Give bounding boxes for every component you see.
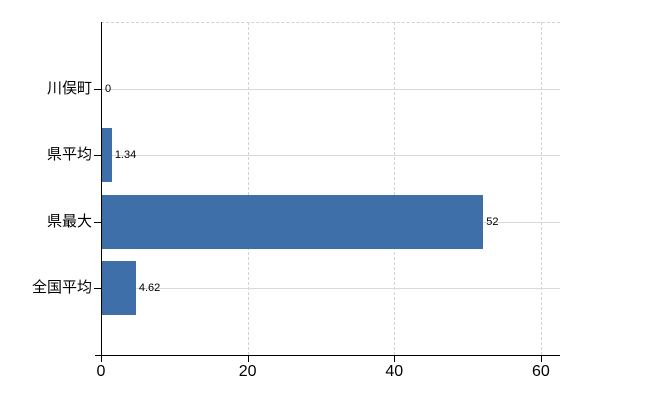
x-tick-label-0: 0: [96, 363, 106, 380]
vertical-gridline: [394, 22, 396, 355]
category-label-3: 全国平均: [31, 279, 92, 297]
value-label-0: 0: [105, 82, 112, 95]
x-tick-label-3: 60: [532, 363, 550, 380]
x-tick-label-2: 40: [385, 363, 404, 380]
y-axis-line: [101, 22, 102, 356]
category-label-0: 川俣町: [46, 79, 92, 97]
value-label-3: 4.62: [138, 282, 161, 295]
horizontal-gridline: [101, 288, 560, 290]
horizontal-gridline: [101, 155, 560, 157]
horizontal-gridline: [101, 88, 560, 90]
value-label-2: 52: [486, 215, 499, 228]
category-label-1: 県平均: [46, 146, 92, 164]
plot-top-border: [101, 22, 560, 23]
x-tick-label-1: 20: [238, 363, 257, 380]
y-axis-tick: [94, 288, 101, 290]
y-axis-tick: [94, 221, 101, 223]
x-axis-tick: [394, 356, 396, 362]
x-axis-line: [95, 355, 560, 356]
category-label-2: 県最大: [46, 212, 92, 230]
x-axis-tick: [101, 356, 102, 362]
value-label-1: 1.34: [114, 149, 137, 162]
x-axis-tick: [247, 356, 249, 362]
y-axis-tick: [94, 88, 101, 90]
vertical-gridline: [540, 22, 542, 355]
y-axis-tick: [94, 155, 101, 157]
bar-県最大: [102, 194, 484, 249]
bar-全国平均: [102, 261, 136, 316]
x-axis-tick: [540, 356, 542, 362]
vertical-gridline: [247, 22, 249, 355]
bar-県平均: [102, 128, 112, 183]
